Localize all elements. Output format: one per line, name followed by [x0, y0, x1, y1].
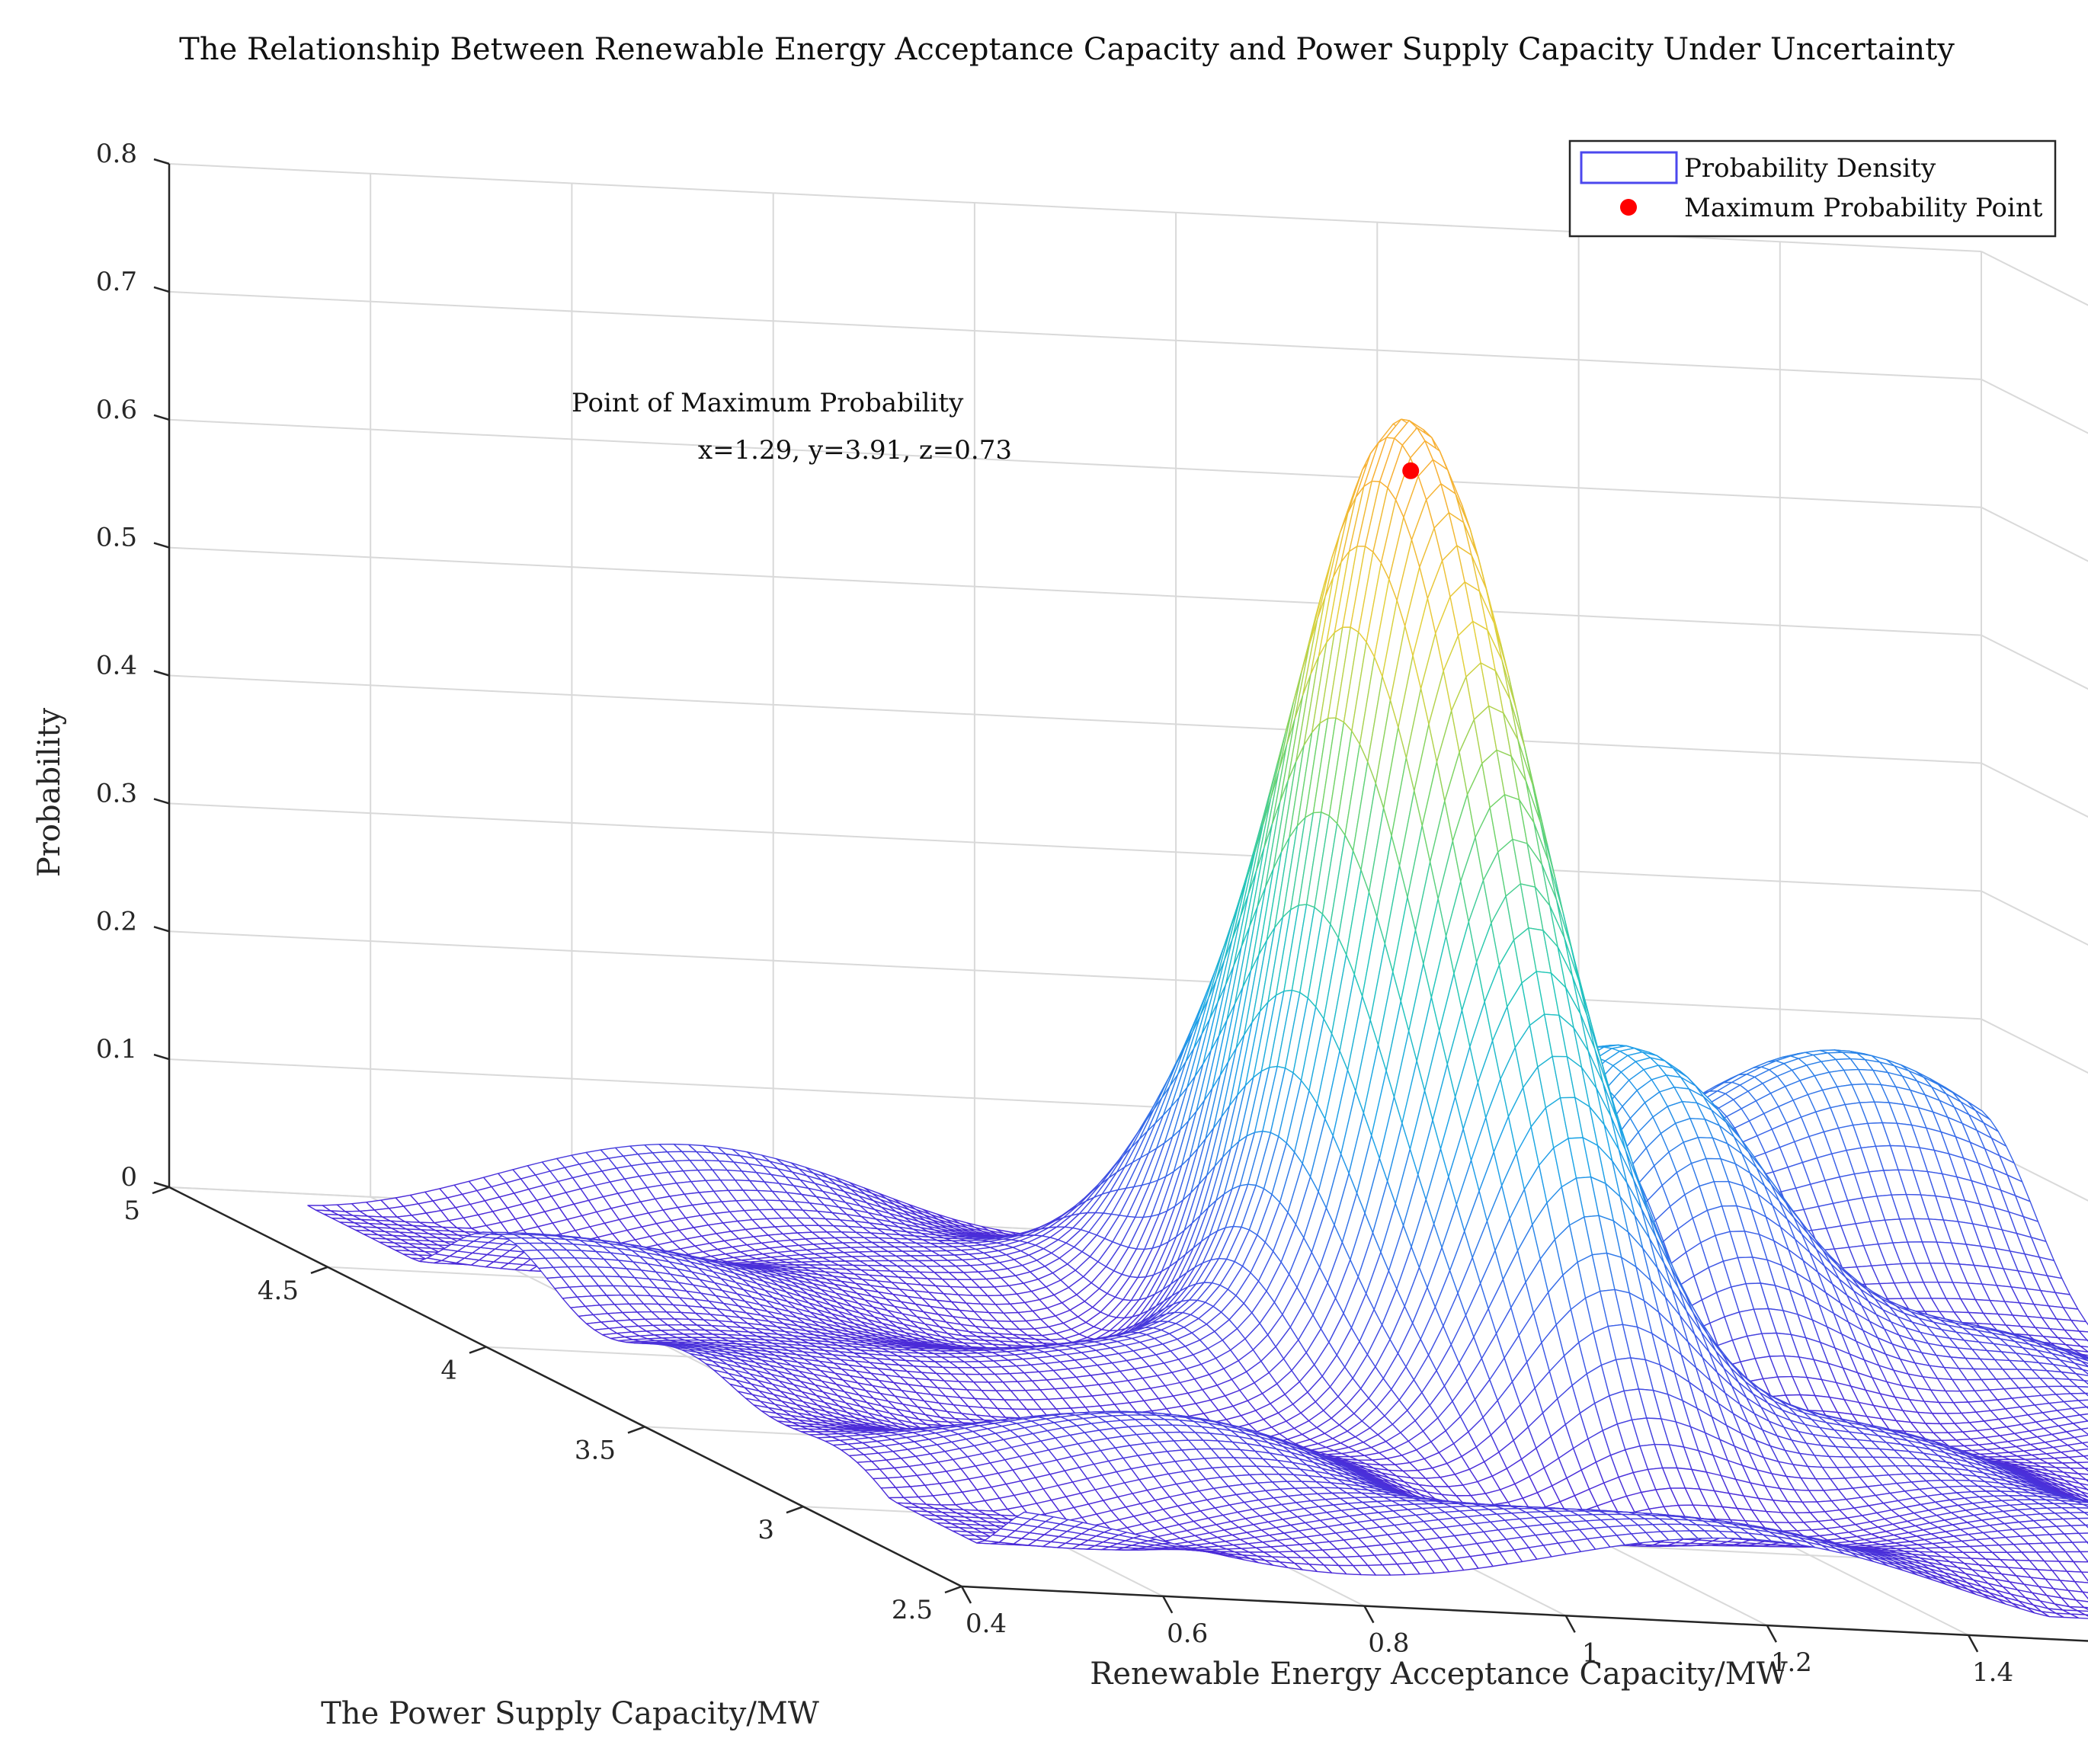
grid-line-back-z-6 — [168, 418, 1982, 508]
grid-line-side-z-5 — [1981, 634, 2088, 690]
grid-line-side-z-8 — [1981, 251, 2088, 306]
grid-line-back-z-2 — [168, 930, 1982, 1020]
grid-line-back-z-4 — [168, 674, 1982, 764]
grid-line-back-z-3 — [168, 802, 1982, 892]
grid-line-side-z-7 — [1981, 379, 2088, 434]
grid-line-back-z-5 — [168, 546, 1982, 636]
grid-line-back-z-7 — [168, 290, 1982, 380]
grid-line-side-z-6 — [1981, 506, 2088, 562]
grid-line-side-z-4 — [1981, 762, 2088, 818]
surface-layer — [307, 418, 2088, 1619]
